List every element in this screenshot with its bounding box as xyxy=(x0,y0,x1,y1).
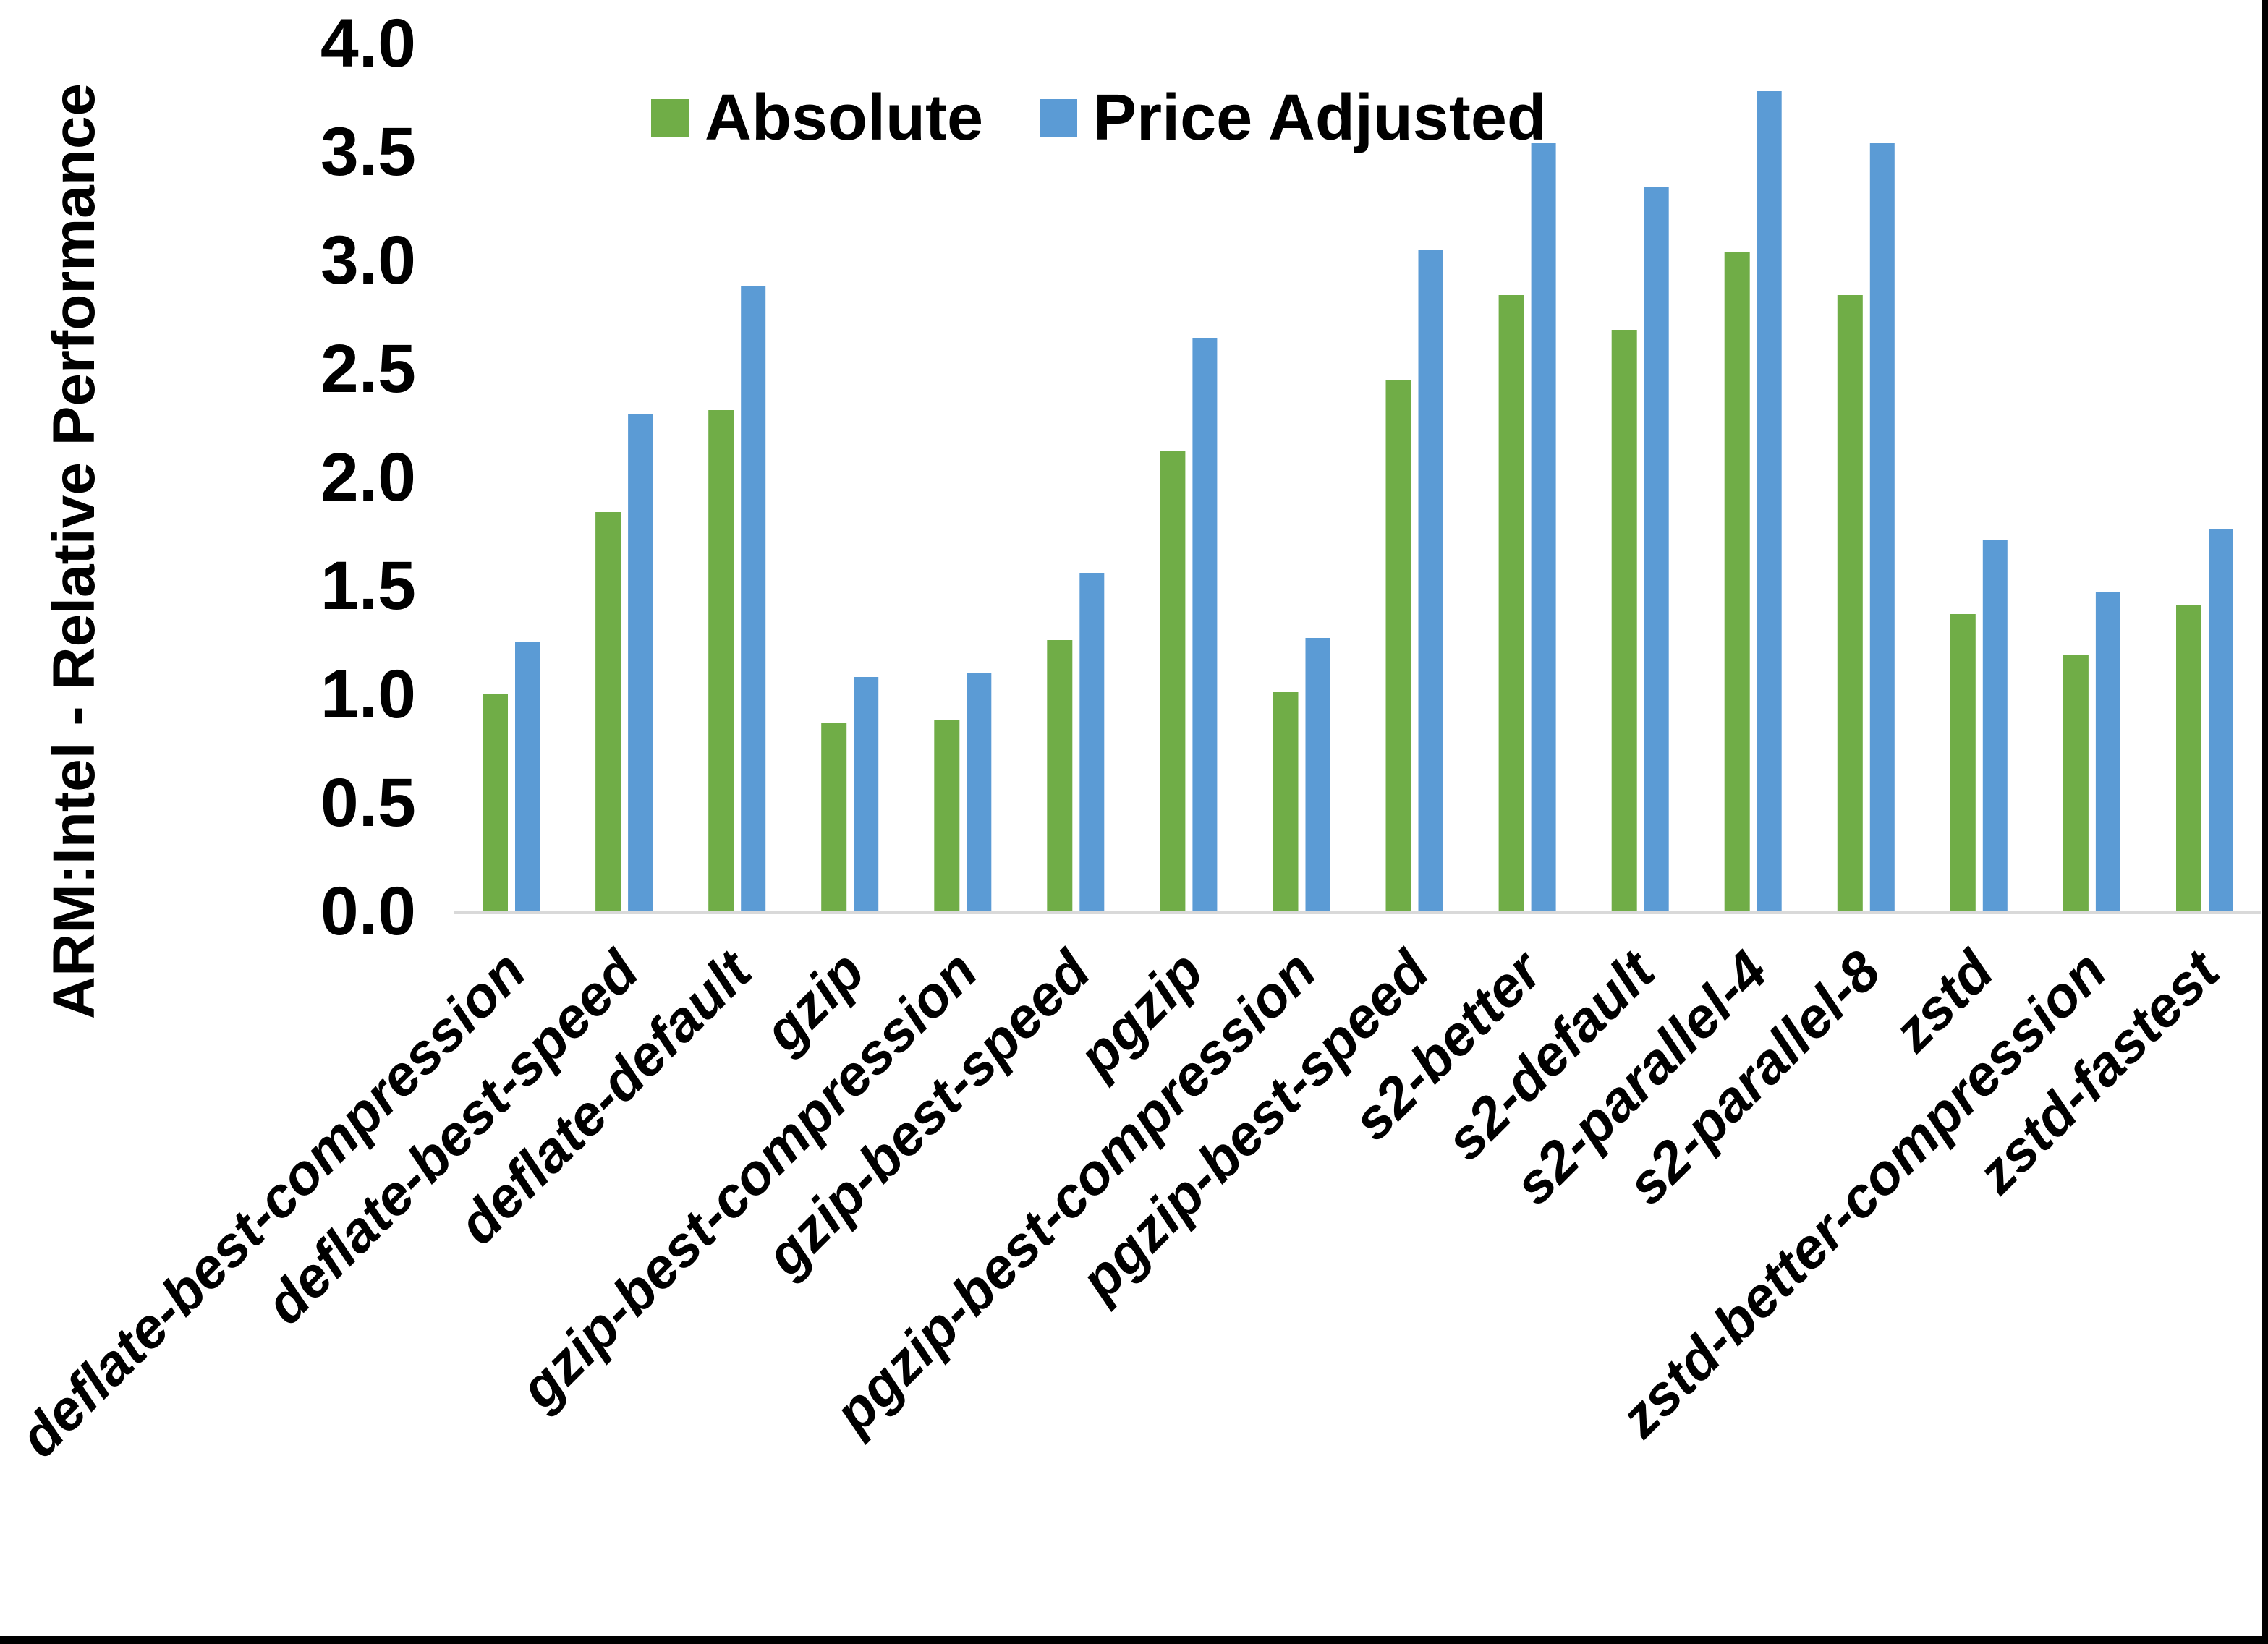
bar-absolute-zstd-fastest xyxy=(2176,605,2201,911)
bar-price-adjusted-gzip-best-speed xyxy=(1079,573,1105,911)
bar-price-adjusted-s2-default xyxy=(1644,187,1669,911)
bar-absolute-gzip-best-compression xyxy=(934,720,960,911)
bar-price-adjusted-s2-parallel-8 xyxy=(1869,143,1895,911)
bar-price-adjusted-deflate-best-speed xyxy=(628,414,653,911)
bar-absolute-pgzip-best-speed xyxy=(1385,380,1411,911)
bar-price-adjusted-zstd-better-compression xyxy=(2095,592,2120,911)
y-axis-title: ARM:Intel - Relative Performance xyxy=(41,82,107,1020)
bar-absolute-s2-parallel-8 xyxy=(1837,295,1863,911)
bar-absolute-deflate-best-speed xyxy=(595,512,621,911)
bar-price-adjusted-s2-better xyxy=(1531,143,1556,911)
legend-label-absolute: Absolute xyxy=(705,82,984,154)
legend-item-price-adjusted: Price Adjusted xyxy=(1040,85,1547,150)
bar-price-adjusted-zstd-fastest xyxy=(2209,529,2233,911)
y-tick-label: 2.0 xyxy=(320,439,416,516)
y-tick-label: 0.5 xyxy=(320,764,416,841)
y-tick-label: 0.0 xyxy=(320,873,416,950)
bar-absolute-zstd-better-compression xyxy=(2063,655,2089,911)
legend-label-price-adjusted: Price Adjusted xyxy=(1093,82,1547,154)
bar-price-adjusted-gzip-best-compression xyxy=(967,673,992,911)
bar-absolute-gzip xyxy=(821,723,847,911)
bar-price-adjusted-deflate-default xyxy=(741,286,766,911)
bar-price-adjusted-zstd xyxy=(1982,540,2008,911)
bar-price-adjusted-gzip xyxy=(854,677,879,911)
bar-absolute-gzip-best-speed xyxy=(1047,640,1073,911)
absolute-swatch-icon xyxy=(651,99,689,137)
bar-price-adjusted-deflate-best-compression xyxy=(515,642,540,911)
y-tick-label: 3.0 xyxy=(320,222,416,299)
bar-price-adjusted-pgzip-best-compression xyxy=(1305,638,1330,911)
bar-absolute-deflate-best-compression xyxy=(483,694,508,911)
bar-price-adjusted-pgzip xyxy=(1192,338,1218,911)
y-tick-label: 4.0 xyxy=(320,5,416,82)
y-tick-label: 2.5 xyxy=(320,331,416,407)
bar-absolute-deflate-default xyxy=(708,410,734,911)
bar-absolute-pgzip xyxy=(1160,451,1186,911)
image-border-right xyxy=(2262,0,2268,1644)
bar-absolute-s2-parallel-4 xyxy=(1724,252,1750,911)
legend-item-absolute: Absolute xyxy=(651,85,983,150)
bar-price-adjusted-pgzip-best-speed xyxy=(1418,250,1443,911)
bar-price-adjusted-s2-parallel-4 xyxy=(1757,91,1782,911)
bar-absolute-pgzip-best-compression xyxy=(1273,692,1299,911)
bar-absolute-s2-default xyxy=(1611,330,1637,911)
bar-absolute-zstd xyxy=(1950,614,1976,911)
y-tick-label: 1.0 xyxy=(320,656,416,733)
y-tick-label: 1.5 xyxy=(320,548,416,624)
image-border-bottom xyxy=(0,1636,2268,1644)
price-adjusted-swatch-icon xyxy=(1040,99,1078,137)
y-tick-label: 3.5 xyxy=(320,114,416,190)
chart-legend: Absolute Price Adjusted xyxy=(651,85,1547,150)
bar-absolute-s2-better xyxy=(1498,295,1524,911)
